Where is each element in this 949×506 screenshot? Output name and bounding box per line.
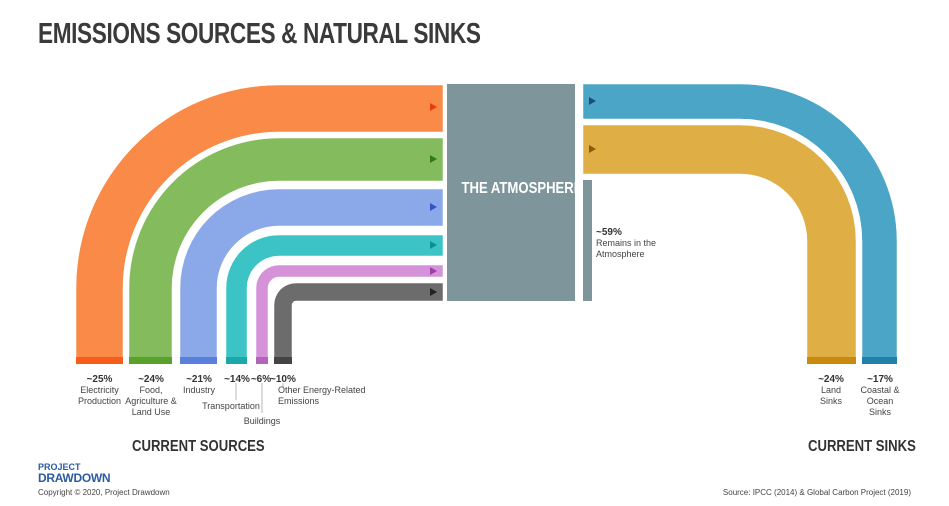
remains-bar [583,180,592,301]
label-industry: ~21% Industry [182,374,215,395]
label-buildings-pct: ~6% [250,374,272,385]
label-ocean-sinks: ~17% Coastal & Ocean Sinks [860,374,900,417]
arc-transportation [225,234,444,361]
label-transportation: Transportation [202,401,260,411]
arc-other-energy [273,282,444,361]
atmosphere-label: THE ATMOSPHERE [461,180,583,197]
label-buildings: Buildings [243,416,281,426]
bar-food-agriculture [129,357,172,364]
arrow-industry-icon [430,203,437,211]
source-note: Source: IPCC (2014) & Global Carbon Proj… [722,488,911,497]
bar-industry [180,357,217,364]
bar-land-sinks [807,357,856,364]
arc-electricity [75,84,444,361]
arrow-ocean-sink-icon [589,97,596,105]
label-electricity: ~25% Electricity Production [77,374,122,406]
arc-land-sinks [582,124,857,361]
sinks-heading: CURRENT SINKS [808,438,916,455]
copyright-text: Copyright © 2020, Project Drawdown [38,488,170,497]
arrow-transport-icon [430,241,437,249]
label-land-sinks: ~24% Land Sinks [818,374,844,406]
arc-ocean-sinks [582,83,898,361]
sources-heading: CURRENT SOURCES [132,438,265,455]
arrow-land-sink-icon [589,145,596,153]
arrow-buildings-icon [430,267,437,275]
bar-buildings [256,357,268,364]
label-food-agriculture: ~24% Food, Agriculture & Land Use [125,374,177,417]
remains-text: Remains in the Atmosphere [596,238,657,259]
page-title: EMISSIONS SOURCES & NATURAL SINKS [38,18,481,50]
bar-ocean-sinks [862,357,897,364]
arrow-other-icon [430,288,437,296]
arc-food-agriculture [128,137,444,361]
remains-annotation: ~59% Remains in the Atmosphere [596,227,666,260]
arrow-electricity-icon [430,103,437,111]
bar-transportation [226,357,247,364]
arrow-food-icon [430,155,437,163]
bar-electricity [76,357,123,364]
remains-pct: ~59% [596,227,622,238]
arc-buildings [255,264,444,361]
label-transportation-pct: ~14% [224,374,250,385]
project-drawdown-logo: PROJECT DRAWDOWN [38,462,111,485]
atmosphere-box [447,84,575,301]
bar-other-energy [274,357,292,364]
label-other-energy: ~10% Other Energy-Related Emissions [270,374,366,406]
